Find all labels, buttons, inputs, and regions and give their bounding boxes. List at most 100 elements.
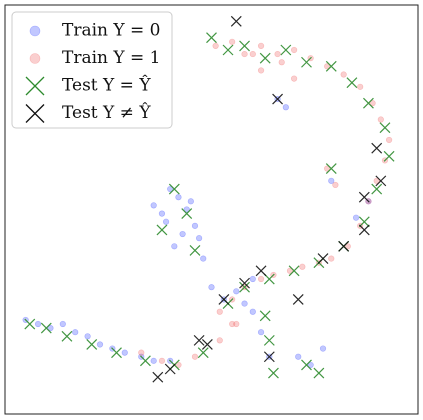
test-point: [86, 339, 98, 350]
test-point: [358, 224, 370, 236]
train-point: [229, 320, 236, 328]
train-point: [175, 361, 182, 369]
train-point: [278, 59, 285, 66]
train-point: [121, 349, 128, 356]
test-point: [346, 77, 358, 89]
train-point: [216, 308, 223, 315]
marks: [22, 15, 395, 383]
legend-label: Train Y = 0: [62, 21, 160, 41]
test-point: [239, 40, 250, 52]
test-point: [280, 44, 292, 56]
test-point: [222, 44, 234, 56]
train-point: [167, 185, 174, 193]
train-point: [257, 275, 265, 283]
test-point: [218, 294, 230, 305]
train-point: [84, 333, 91, 340]
train-point: [377, 116, 384, 123]
train-point: [191, 353, 199, 360]
test-point: [358, 191, 370, 203]
train-point: [179, 230, 186, 238]
train-point: [47, 325, 54, 332]
train-point: [282, 104, 289, 111]
train-point: [369, 100, 376, 107]
train-point: [158, 210, 166, 217]
test-point: [197, 347, 209, 359]
test-point: [268, 367, 279, 379]
train-point: [241, 300, 248, 307]
test-point: [181, 208, 193, 220]
test-point: [325, 163, 337, 175]
test-point: [379, 122, 391, 134]
train-point: [319, 345, 327, 352]
test-point: [168, 183, 180, 195]
test-point: [24, 318, 36, 330]
test-point: [363, 97, 374, 109]
train-point: [257, 329, 265, 336]
test-point: [206, 32, 217, 44]
legend-marker: [25, 76, 45, 96]
test-point: [61, 330, 73, 342]
test-point: [239, 281, 250, 293]
test-point: [139, 355, 151, 367]
train-point: [274, 50, 281, 58]
train-point: [158, 357, 166, 364]
test-point: [338, 240, 350, 252]
train-point: [72, 329, 79, 336]
train-point: [295, 353, 302, 360]
train-point: [328, 177, 335, 184]
train-point: [212, 42, 219, 50]
test-point: [40, 322, 52, 334]
train-point: [257, 67, 265, 74]
legend-marker: [29, 53, 41, 64]
train-point: [324, 63, 331, 70]
test-point: [292, 294, 304, 305]
test-point: [301, 359, 312, 371]
train-point: [299, 263, 306, 270]
train-point: [96, 341, 104, 348]
test-point: [263, 334, 275, 346]
train-point: [150, 357, 157, 364]
test-point: [371, 142, 383, 154]
test-point: [313, 367, 325, 379]
test-point: [375, 175, 387, 187]
legend: Train Y = 0 Train Y = 1 Test Y = Ŷ Test Y ≠…: [11, 11, 173, 129]
train-point: [332, 181, 339, 189]
test-point: [301, 56, 312, 68]
train-point: [183, 206, 190, 213]
legend-label: Test Y ≠ Ŷ: [62, 102, 151, 123]
train-point: [138, 349, 145, 356]
train-point: [324, 165, 331, 172]
train-point: [373, 177, 380, 184]
test-point: [164, 363, 176, 375]
train-point: [175, 194, 182, 201]
train-point: [191, 222, 199, 229]
train-point: [352, 214, 360, 221]
test-point: [156, 224, 168, 236]
train-point: [257, 42, 265, 50]
train-point: [162, 218, 170, 225]
train-point: [59, 320, 66, 328]
train-point: [233, 288, 240, 295]
train-point: [241, 50, 248, 58]
train-point: [291, 75, 298, 82]
test-point: [317, 253, 329, 265]
train-point: [328, 255, 335, 262]
test-point: [201, 339, 213, 350]
test-point: [259, 52, 271, 64]
train-point: [385, 136, 393, 144]
legend-label: Train Y = 1: [62, 48, 160, 68]
test-point: [230, 15, 242, 27]
train-point: [249, 50, 256, 58]
train-point: [357, 83, 364, 90]
train-point: [340, 71, 347, 78]
test-point: [189, 244, 201, 256]
train-point: [286, 267, 294, 274]
legend-marker: [29, 25, 41, 37]
train-point: [150, 202, 157, 209]
train-point: [196, 235, 203, 242]
test-point: [383, 150, 395, 162]
test-point: [152, 371, 164, 383]
test-point: [358, 216, 370, 228]
train-point: [307, 361, 314, 369]
